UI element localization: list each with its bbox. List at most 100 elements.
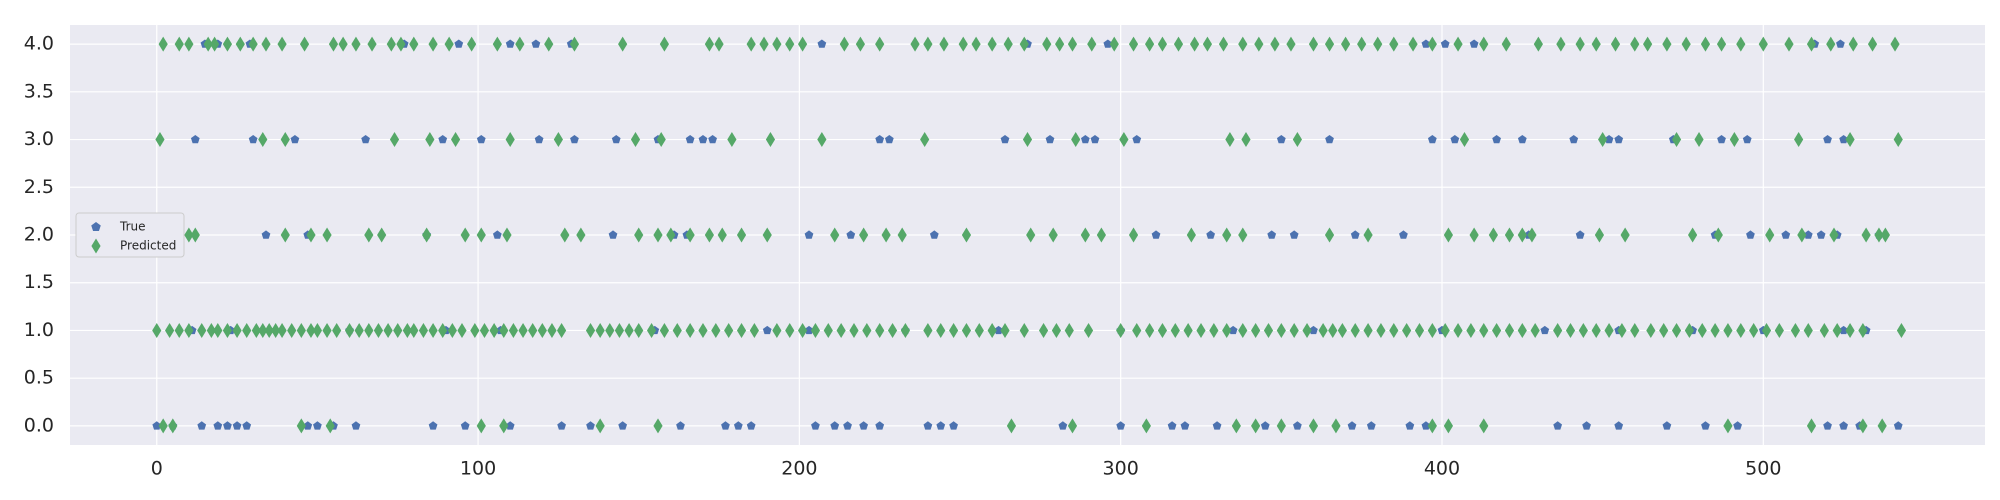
predicted-point <box>1784 36 1794 52</box>
true-point <box>846 230 856 239</box>
true-point <box>859 421 869 430</box>
predicted-point <box>383 322 393 338</box>
true-point <box>1325 134 1334 144</box>
predicted-point <box>1350 322 1360 338</box>
predicted-point <box>785 322 795 338</box>
predicted-point <box>1488 227 1498 243</box>
predicted-point <box>553 132 563 148</box>
x-tick-label: 200 <box>781 458 817 480</box>
predicted-point <box>749 322 759 338</box>
predicted-point <box>1389 322 1399 338</box>
true-point <box>213 421 223 430</box>
predicted-point <box>1071 132 1081 148</box>
predicted-point <box>1270 36 1280 52</box>
true-point <box>830 421 840 430</box>
predicted-point <box>1858 322 1868 338</box>
predicted-point <box>444 36 454 52</box>
legend: True Predicted <box>75 212 185 258</box>
true-point <box>762 325 772 335</box>
legend-true-marker <box>91 222 101 232</box>
predicted-point <box>428 36 438 52</box>
true-point <box>1421 39 1431 48</box>
true-point <box>923 421 933 430</box>
predicted-point <box>409 322 419 338</box>
predicted-point <box>1880 227 1890 243</box>
predicted-point <box>1083 322 1094 338</box>
predicted-point <box>1867 36 1878 52</box>
predicted-point <box>557 322 567 338</box>
predicted-point <box>1119 132 1129 148</box>
predicted-point <box>1186 227 1196 243</box>
predicted-point <box>537 322 547 338</box>
predicted-point <box>258 132 268 148</box>
predicted-point <box>765 132 776 148</box>
predicted-point <box>251 322 261 338</box>
predicted-point <box>1128 36 1139 52</box>
predicted-point <box>312 322 323 338</box>
true-point <box>1293 421 1302 430</box>
predicted-point <box>1238 36 1248 52</box>
predicted-point <box>1501 36 1511 52</box>
predicted-point <box>1729 132 1739 148</box>
predicted-point <box>428 322 438 338</box>
predicted-point <box>1222 322 1232 338</box>
true-point <box>1276 134 1286 144</box>
predicted-point <box>1662 36 1672 52</box>
predicted-point <box>203 36 213 52</box>
predicted-point <box>1144 322 1155 338</box>
predicted-point <box>1453 322 1463 338</box>
predicted-point <box>717 227 727 243</box>
predicted-point <box>499 322 509 338</box>
predicted-point <box>1794 132 1804 148</box>
true-point <box>1058 421 1068 430</box>
predicted-point <box>1231 418 1241 434</box>
predicted-point <box>1251 418 1261 434</box>
predicted-point <box>656 132 666 148</box>
predicted-point <box>1096 227 1107 243</box>
predicted-point <box>1716 36 1727 52</box>
predicted-point <box>659 36 670 52</box>
predicted-point <box>1688 227 1698 243</box>
predicted-point <box>1459 132 1470 148</box>
predicted-point <box>158 36 168 52</box>
predicted-point <box>508 322 519 338</box>
legend-true-symbol <box>91 222 101 232</box>
predicted-point <box>277 322 287 338</box>
predicted-point <box>158 418 168 434</box>
predicted-point <box>1132 322 1142 338</box>
predicted-point <box>1241 132 1251 148</box>
predicted-point <box>505 132 515 148</box>
predicted-point <box>823 322 833 338</box>
predicted-point <box>209 36 220 52</box>
predicted-point <box>1723 322 1733 338</box>
true-point <box>1267 230 1277 239</box>
predicted-point <box>1055 36 1065 52</box>
predicted-point <box>560 227 570 243</box>
predicted-point <box>849 322 859 338</box>
predicted-point <box>467 36 477 52</box>
true-point <box>1350 230 1360 239</box>
predicted-point <box>364 322 374 338</box>
true-point <box>1614 134 1624 144</box>
predicted-point <box>1157 322 1168 338</box>
true-point <box>534 134 544 144</box>
predicted-point <box>409 36 419 52</box>
predicted-point <box>576 227 586 243</box>
predicted-point <box>425 132 435 148</box>
true-point <box>476 134 486 144</box>
true-point <box>1132 134 1142 144</box>
true-point <box>197 421 207 430</box>
predicted-point <box>502 227 512 243</box>
predicted-point <box>830 227 840 243</box>
predicted-point <box>418 322 429 338</box>
true-point <box>1421 421 1431 430</box>
predicted-point <box>1116 322 1126 338</box>
predicted-point <box>396 36 406 52</box>
predicted-point <box>920 132 930 148</box>
true-point <box>1553 421 1563 430</box>
predicted-point <box>1109 36 1119 52</box>
predicted-point <box>280 227 290 243</box>
true-point <box>1440 39 1450 48</box>
predicted-point <box>367 36 377 52</box>
x-tick-label: 100 <box>460 458 496 480</box>
